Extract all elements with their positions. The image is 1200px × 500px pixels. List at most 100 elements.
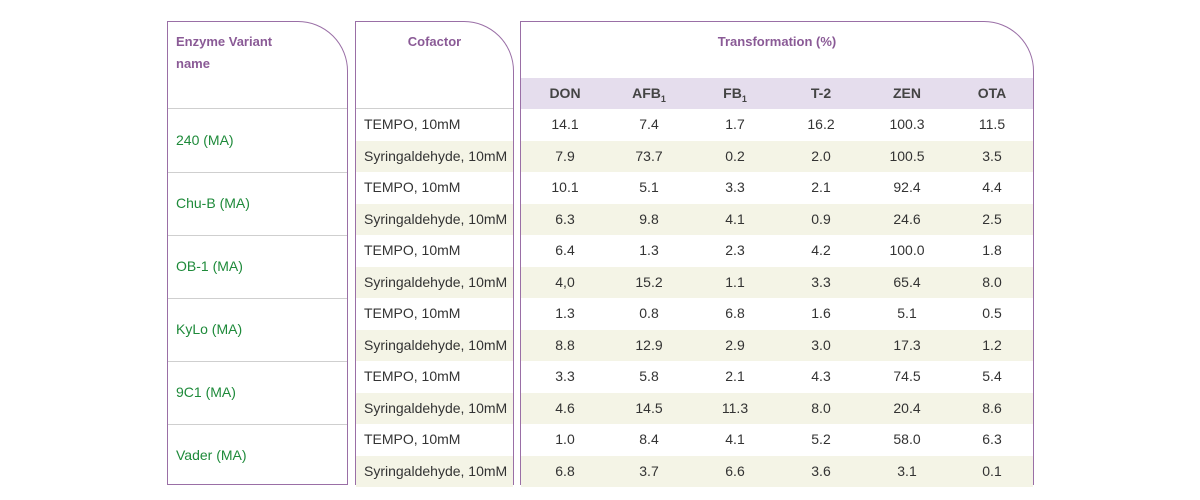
value-cell-afb: 8.4 (639, 431, 659, 447)
value-cell-t-2: 5.2 (811, 431, 831, 447)
value-cell-t-2: 0.9 (811, 210, 831, 227)
shaded-row (521, 329, 1033, 361)
shaded-row (356, 392, 513, 424)
cofactor-cell: Syringaldehyde, 10mM (364, 147, 508, 164)
value-cell-fb: 2.1 (725, 368, 745, 384)
value-cell-don: 6.8 (555, 462, 575, 479)
value-cell-afb: 5.8 (639, 368, 659, 384)
value-cell-afb: 7.4 (639, 116, 659, 132)
cofactor-cell: Syringaldehyde, 10mM (364, 273, 508, 290)
group-divider (168, 361, 347, 362)
shaded-row (521, 266, 1033, 298)
value-cell-zen: 3.1 (897, 462, 917, 479)
value-cell-don: 10.1 (551, 179, 579, 195)
value-cell-t-2: 2.1 (811, 179, 831, 195)
value-cell-ota: 5.4 (982, 368, 1002, 384)
column-header-afb: AFB1 (632, 85, 666, 104)
enzyme-variant-name: 240 (MA) (176, 131, 234, 148)
shaded-row (356, 455, 513, 487)
cofactor-cell: TEMPO, 10mM (364, 431, 461, 447)
column-header-zen: ZEN (893, 85, 921, 101)
transformation-header: Transformation (%) (717, 34, 837, 49)
header-divider (356, 108, 513, 109)
enzyme-variant-name: OB-1 (MA) (176, 257, 243, 274)
value-cell-afb: 14.5 (635, 399, 663, 416)
value-cell-t-2: 3.6 (811, 462, 831, 479)
value-cell-ota: 2.5 (982, 210, 1002, 227)
column-header-ota: OTA (977, 85, 1007, 101)
header-divider (168, 108, 347, 109)
value-cell-fb: 6.8 (725, 305, 745, 321)
value-cell-afb: 12.9 (635, 336, 663, 353)
value-cell-t-2: 3.0 (811, 336, 831, 353)
value-cell-don: 1.3 (555, 305, 575, 321)
value-cell-don: 8.8 (555, 336, 575, 353)
value-cell-ota: 8.0 (982, 273, 1002, 290)
value-cell-fb: 1.1 (725, 273, 745, 290)
value-cell-afb: 15.2 (635, 273, 663, 290)
value-cell-fb: 3.3 (725, 179, 745, 195)
value-cell-t-2: 4.2 (811, 242, 831, 258)
value-cell-fb: 2.9 (725, 336, 745, 353)
cofactor-cell: TEMPO, 10mM (364, 368, 461, 384)
value-cell-don: 14.1 (551, 116, 579, 132)
shaded-row (521, 455, 1033, 487)
shaded-row (521, 203, 1033, 235)
value-cell-fb: 4.1 (725, 210, 745, 227)
value-cell-ota: 0.5 (982, 305, 1002, 321)
enzyme-variant-name: KyLo (MA) (176, 320, 243, 337)
group-divider (168, 235, 347, 236)
shaded-row (356, 203, 513, 235)
value-cell-t-2: 16.2 (807, 116, 835, 132)
value-cell-afb: 1.3 (639, 242, 659, 258)
group-divider (168, 298, 347, 299)
column-header-don: DON (549, 85, 581, 101)
shaded-row (356, 329, 513, 361)
value-cell-fb: 6.6 (725, 462, 745, 479)
cofactor-cell: Syringaldehyde, 10mM (364, 462, 508, 479)
column-header-fb: FB1 (723, 85, 747, 104)
value-cell-don: 6.3 (555, 210, 575, 227)
cofactor-header: Cofactor (407, 34, 462, 49)
value-cell-zen: 20.4 (893, 399, 921, 416)
value-cell-zen: 74.5 (893, 368, 921, 384)
shaded-row (356, 140, 513, 172)
value-cell-zen: 100.5 (889, 147, 925, 164)
value-cell-fb: 11.3 (721, 399, 749, 416)
value-cell-fb: 2.3 (725, 242, 745, 258)
cofactor-cell: Syringaldehyde, 10mM (364, 399, 508, 416)
value-cell-afb: 5.1 (639, 179, 659, 195)
value-cell-zen: 17.3 (893, 336, 921, 353)
cofactor-cell: Syringaldehyde, 10mM (364, 210, 508, 227)
column-header-band (521, 78, 1033, 109)
enzyme-variant-name: 9C1 (MA) (176, 383, 236, 400)
value-cell-don: 7.9 (555, 147, 575, 164)
enzyme-variant-name: Vader (MA) (176, 446, 247, 463)
enzyme-variant-header: Enzyme Variant name (176, 34, 273, 71)
value-cell-t-2: 2.0 (811, 147, 831, 164)
value-cell-afb: 73.7 (635, 147, 663, 164)
value-cell-don: 4.6 (555, 399, 575, 416)
value-cell-t-2: 1.6 (811, 305, 831, 321)
value-cell-t-2: 3.3 (811, 273, 831, 290)
value-cell-ota: 11.5 (978, 116, 1006, 132)
value-cell-t-2: 8.0 (811, 399, 831, 416)
value-cell-zen: 5.1 (897, 305, 917, 321)
shaded-row (521, 392, 1033, 424)
value-cell-zen: 100.0 (889, 242, 925, 258)
value-cell-don: 6.4 (555, 242, 575, 258)
value-cell-fb: 1.7 (725, 116, 745, 132)
value-cell-t-2: 4.3 (811, 368, 831, 384)
value-cell-don: 4,0 (555, 273, 575, 290)
value-cell-zen: 100.3 (889, 116, 925, 132)
value-cell-ota: 4.4 (982, 179, 1002, 195)
shaded-row (356, 266, 513, 298)
cofactor-cell: TEMPO, 10mM (364, 242, 461, 258)
value-cell-zen: 24.6 (893, 210, 921, 227)
value-cell-ota: 0.1 (982, 462, 1002, 479)
value-cell-afb: 3.7 (639, 462, 659, 479)
value-cell-ota: 1.2 (982, 336, 1002, 353)
enzyme-variant-name: Chu-B (MA) (176, 194, 250, 211)
value-cell-don: 3.3 (555, 368, 575, 384)
value-cell-afb: 0.8 (639, 305, 659, 321)
